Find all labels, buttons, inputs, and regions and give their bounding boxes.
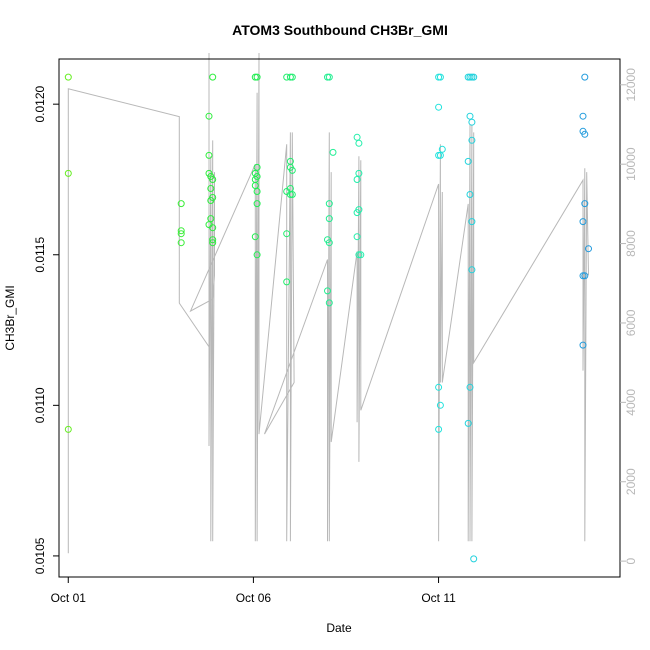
data-point: [353, 176, 361, 183]
x-tick-label: Oct 11: [421, 591, 456, 605]
y-tick-label: 0.0115: [33, 237, 47, 273]
data-point: [205, 151, 213, 159]
data-point: [64, 425, 72, 433]
y-tick-label: 0.0110: [33, 387, 47, 423]
data-point: [283, 230, 291, 238]
x-tick-label: Oct 01: [51, 591, 87, 605]
y-tick-label: 0.0105: [33, 537, 47, 574]
plot-frame: [58, 58, 621, 578]
data-point: [253, 200, 261, 208]
data-point: [435, 103, 443, 111]
data-point: [466, 112, 474, 120]
data-point: [209, 176, 217, 183]
data-point: [64, 169, 72, 177]
data-point: [177, 239, 185, 247]
y2-tick-label: 0: [624, 557, 638, 564]
data-point: [253, 163, 261, 171]
y-tick-label: 0.0120: [33, 85, 47, 122]
x-axis-label: Date: [326, 621, 352, 635]
data-point: [325, 73, 333, 81]
data-point: [357, 251, 365, 259]
data-point: [325, 299, 333, 307]
y2-tick-label: 2000: [624, 468, 638, 495]
y2-tick-label: 10000: [624, 147, 638, 181]
data-point: [253, 188, 261, 195]
data-point: [177, 230, 185, 238]
data-point: [253, 173, 261, 180]
data-point: [253, 251, 261, 259]
axes: 0.0105 0.0110 0.0115 0.0120 0 2000 4000 6000 800…: [33, 58, 638, 605]
data-point: [581, 130, 589, 138]
data-point: [355, 169, 363, 177]
chart-title: ATOM3 Southbound CH3Br_GMI: [232, 22, 448, 38]
data-point: [288, 166, 296, 174]
data-point: [324, 287, 331, 295]
data-point: [468, 266, 476, 274]
data-point: [585, 245, 592, 253]
data-points: [64, 73, 592, 563]
data-point: [207, 185, 215, 192]
data-point: [209, 194, 217, 201]
data-point: [579, 341, 587, 349]
data-point: [177, 227, 185, 235]
data-point: [288, 73, 296, 81]
data-point: [251, 233, 259, 241]
y2-tick-label: 6000: [624, 309, 638, 336]
data-point: [466, 191, 474, 198]
data-point: [464, 157, 472, 165]
data-point: [325, 239, 333, 247]
data-point: [466, 383, 474, 391]
data-point: [209, 236, 217, 244]
data-point: [581, 73, 589, 81]
data-point: [355, 251, 363, 259]
data-point: [470, 555, 478, 563]
data-point: [470, 73, 478, 81]
data-point: [436, 73, 444, 81]
data-point: [468, 118, 476, 126]
data-point: [286, 191, 294, 198]
y-axis-label: CH3Br_GMI: [3, 285, 17, 350]
data-point: [325, 215, 333, 223]
data-point: [468, 136, 476, 144]
data-point: [355, 139, 363, 147]
data-point: [209, 73, 217, 81]
data-point: [435, 425, 443, 433]
data-point: [468, 218, 476, 226]
data-point: [355, 206, 363, 214]
data-point: [579, 218, 587, 226]
altitude-line: [67, 52, 589, 554]
data-point: [464, 419, 472, 427]
data-point: [64, 73, 72, 81]
data-point: [209, 224, 217, 232]
data-point: [286, 73, 294, 81]
data-point: [353, 133, 361, 141]
data-point: [435, 383, 443, 391]
data-point: [353, 233, 361, 241]
data-point: [209, 239, 217, 247]
data-point: [325, 200, 333, 208]
data-point: [253, 73, 261, 81]
data-point: [288, 191, 296, 198]
data-point: [283, 278, 291, 286]
y2-tick-label: 8000: [624, 230, 638, 257]
data-point: [205, 112, 213, 120]
altitude-trace: [67, 52, 589, 554]
data-point: [436, 151, 444, 159]
data-point: [466, 73, 474, 81]
data-point: [207, 215, 215, 223]
data-point: [177, 200, 185, 208]
data-point: [438, 145, 446, 153]
data-point: [581, 200, 589, 208]
data-point: [579, 112, 587, 120]
data-point: [581, 272, 589, 280]
y2-tick-label: 12000: [624, 68, 638, 102]
x-tick-label: Oct 06: [236, 591, 272, 605]
data-point: [436, 401, 444, 409]
data-point: [329, 148, 337, 156]
y2-tick-label: 4000: [624, 389, 638, 416]
